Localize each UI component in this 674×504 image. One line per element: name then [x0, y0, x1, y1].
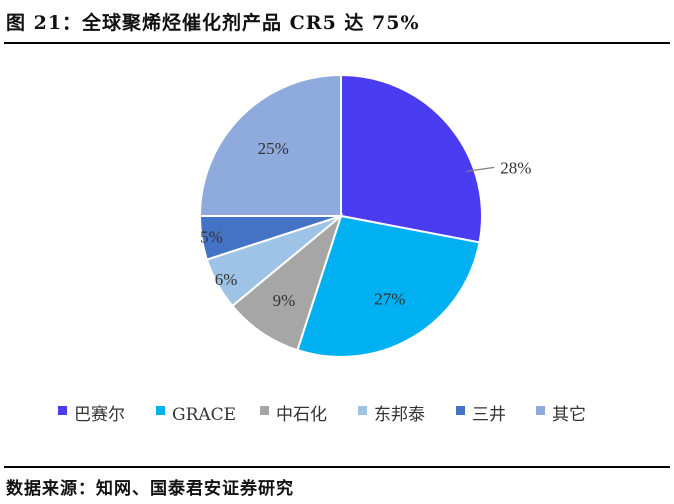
pie-slice-0 [340, 73, 483, 244]
legend-swatch-2 [260, 406, 269, 415]
legend-label-4: 三井 [472, 405, 506, 425]
leader-line-0 [466, 166, 495, 172]
legend-label-1: GRACE [172, 405, 236, 425]
legend-label-3: 东邦泰 [374, 405, 425, 425]
slice-label-5: 25% [258, 139, 289, 158]
pie-slices [198, 73, 483, 358]
legend-swatch-1 [156, 406, 165, 415]
legend: 巴赛尔 GRACE 中石化 东邦泰 三井 其它 [58, 404, 586, 425]
legend-swatch-5 [536, 406, 545, 415]
bottom-rule [4, 466, 670, 468]
pie-slice-1 [296, 214, 481, 358]
slice-label-3: 6% [215, 270, 238, 289]
legend-swatch-0 [58, 406, 67, 415]
pie-labels: 28% 27% 9% 6% 5% 25% [200, 139, 531, 310]
pie-slice-5 [198, 73, 342, 217]
slice-label-1: 27% [374, 290, 405, 309]
legend-label-0: 巴赛尔 [74, 404, 125, 425]
top-rule [4, 42, 670, 44]
legend-swatch-3 [358, 406, 367, 415]
slice-label-4: 5% [200, 228, 223, 247]
legend-label-5: 其它 [552, 405, 586, 425]
pie-slice-2 [230, 213, 344, 352]
legend-label-2: 中石化 [276, 405, 327, 425]
slice-label-2: 9% [273, 291, 296, 310]
legend-swatch-4 [456, 406, 465, 415]
slice-label-0: 28% [500, 158, 531, 177]
source-note: 数据来源：知网、国泰君安证券研究 [6, 479, 294, 499]
figure-title: 图 21：全球聚烯烃催化剂产品 CR5 达 75% [6, 12, 420, 34]
